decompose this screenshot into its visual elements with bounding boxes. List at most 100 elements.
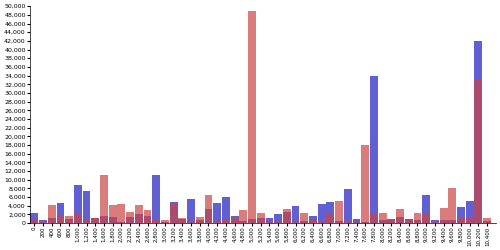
Bar: [170, 204, 177, 223]
Bar: [266, 221, 274, 223]
Bar: [30, 220, 38, 223]
Bar: [344, 189, 352, 223]
Bar: [187, 199, 195, 223]
Bar: [65, 216, 73, 223]
Bar: [196, 220, 203, 223]
Bar: [222, 219, 230, 223]
Bar: [118, 222, 126, 223]
Bar: [370, 213, 378, 223]
Bar: [448, 188, 456, 223]
Bar: [257, 213, 264, 223]
Bar: [100, 216, 108, 223]
Bar: [414, 213, 422, 223]
Bar: [422, 213, 430, 223]
Bar: [230, 216, 238, 223]
Bar: [214, 203, 221, 223]
Bar: [109, 205, 116, 223]
Bar: [126, 212, 134, 223]
Bar: [118, 204, 126, 223]
Bar: [483, 221, 491, 223]
Bar: [240, 210, 247, 223]
Bar: [378, 213, 386, 223]
Bar: [48, 218, 56, 223]
Bar: [135, 214, 142, 223]
Bar: [248, 219, 256, 223]
Bar: [152, 218, 160, 223]
Bar: [352, 219, 360, 223]
Bar: [431, 221, 439, 223]
Bar: [440, 220, 448, 223]
Bar: [344, 222, 352, 223]
Bar: [474, 80, 482, 223]
Bar: [170, 202, 177, 223]
Bar: [82, 220, 90, 223]
Bar: [431, 220, 439, 223]
Bar: [126, 217, 134, 223]
Bar: [283, 212, 291, 223]
Bar: [318, 221, 326, 223]
Bar: [204, 209, 212, 223]
Bar: [39, 222, 47, 223]
Bar: [248, 10, 256, 223]
Bar: [292, 221, 300, 223]
Bar: [65, 219, 73, 223]
Bar: [388, 219, 396, 223]
Bar: [274, 214, 282, 223]
Bar: [405, 220, 412, 223]
Bar: [266, 218, 274, 223]
Bar: [204, 195, 212, 223]
Bar: [466, 202, 473, 223]
Bar: [109, 218, 116, 223]
Bar: [196, 217, 203, 223]
Bar: [309, 219, 317, 223]
Bar: [48, 205, 56, 223]
Bar: [326, 202, 334, 223]
Bar: [74, 214, 82, 223]
Bar: [362, 145, 369, 223]
Bar: [100, 176, 108, 223]
Bar: [74, 185, 82, 223]
Bar: [135, 205, 142, 223]
Bar: [474, 41, 482, 223]
Bar: [405, 220, 412, 223]
Bar: [178, 218, 186, 223]
Bar: [152, 176, 160, 223]
Bar: [457, 218, 465, 223]
Bar: [274, 222, 282, 223]
Bar: [144, 216, 152, 223]
Bar: [388, 220, 396, 223]
Bar: [414, 220, 422, 223]
Bar: [318, 204, 326, 223]
Bar: [352, 221, 360, 223]
Bar: [483, 218, 491, 223]
Bar: [396, 217, 404, 223]
Bar: [370, 76, 378, 223]
Bar: [422, 195, 430, 223]
Bar: [257, 218, 264, 223]
Bar: [178, 219, 186, 223]
Bar: [292, 206, 300, 223]
Bar: [300, 221, 308, 223]
Bar: [187, 222, 195, 223]
Bar: [362, 222, 369, 223]
Bar: [335, 222, 343, 223]
Bar: [82, 190, 90, 223]
Bar: [448, 220, 456, 223]
Bar: [230, 217, 238, 223]
Bar: [466, 218, 473, 223]
Bar: [161, 220, 169, 223]
Bar: [283, 209, 291, 223]
Bar: [56, 204, 64, 223]
Bar: [378, 220, 386, 223]
Bar: [214, 221, 221, 223]
Bar: [309, 216, 317, 223]
Bar: [240, 222, 247, 223]
Bar: [92, 218, 99, 223]
Bar: [326, 213, 334, 223]
Bar: [396, 208, 404, 223]
Bar: [161, 222, 169, 223]
Bar: [39, 220, 47, 223]
Bar: [457, 207, 465, 223]
Bar: [30, 213, 38, 223]
Bar: [56, 216, 64, 223]
